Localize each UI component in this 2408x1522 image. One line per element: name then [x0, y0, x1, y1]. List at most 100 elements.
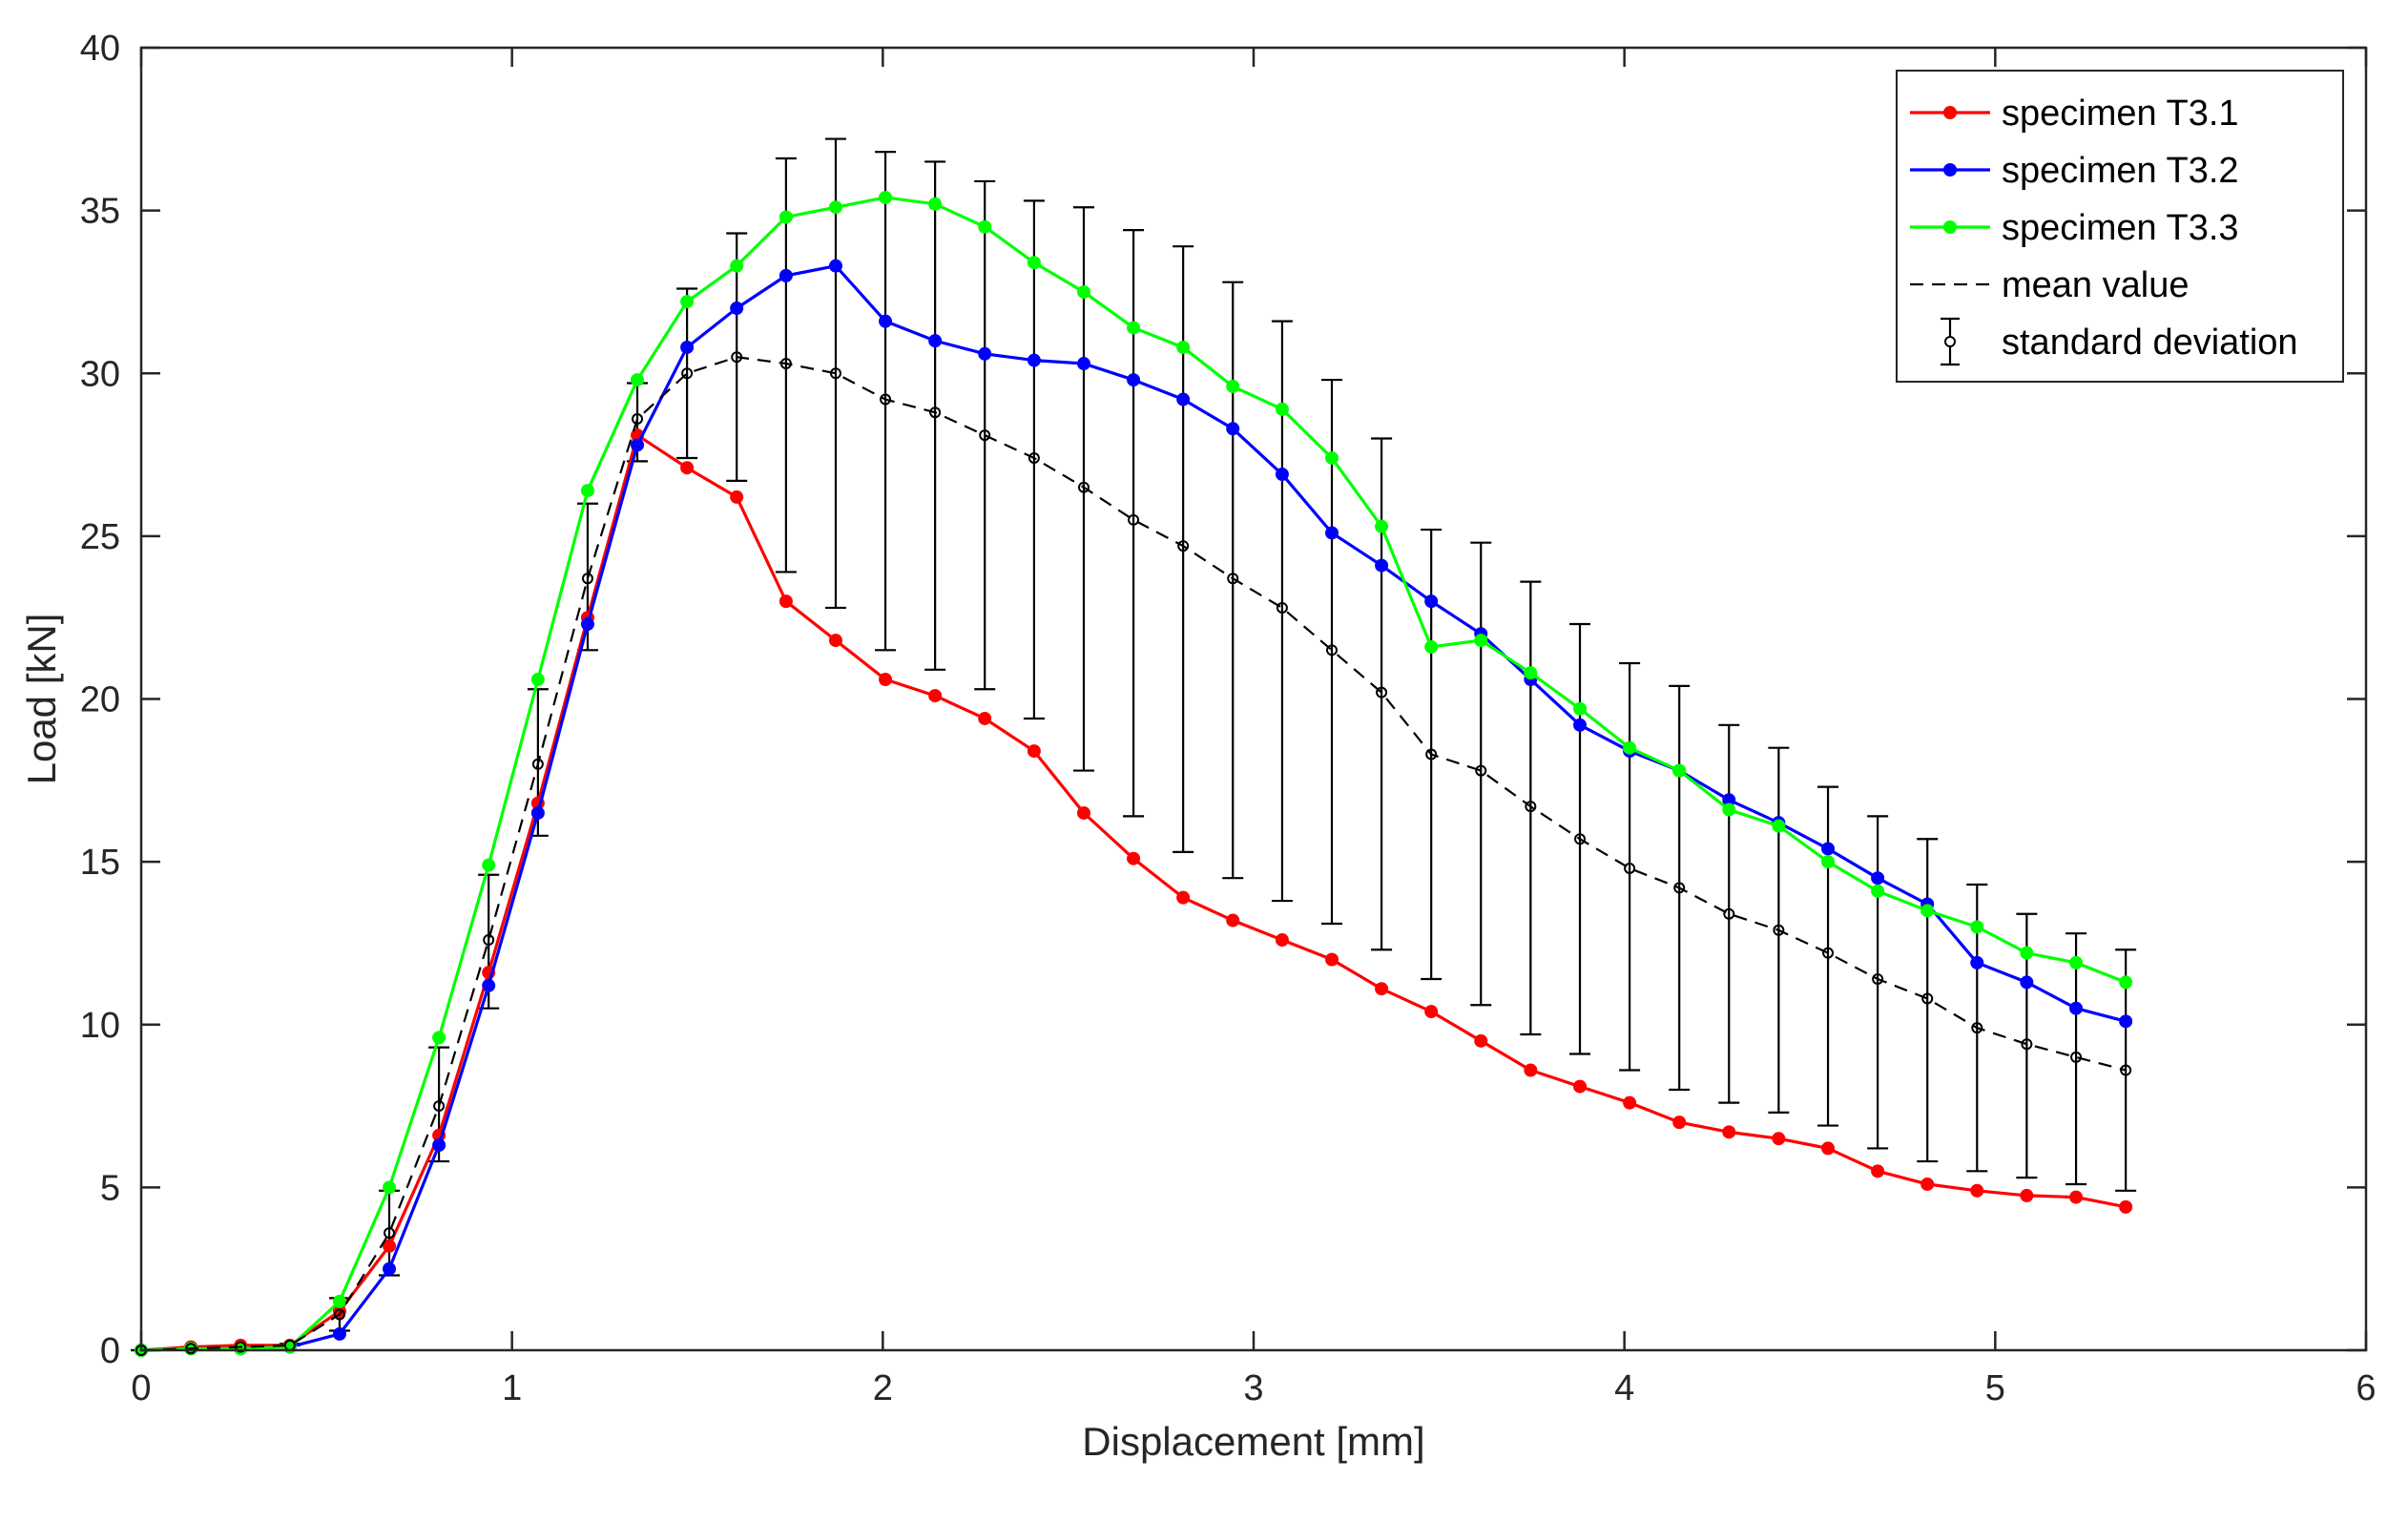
data-point — [432, 1138, 446, 1153]
data-point — [235, 1341, 247, 1353]
data-point — [1872, 972, 1884, 985]
data-point — [2021, 1038, 2033, 1051]
data-point — [580, 617, 594, 632]
data-point — [1275, 468, 1289, 482]
legend-label: standard deviation — [2002, 323, 2298, 363]
y-tick-label: 10 — [80, 1006, 120, 1046]
error-bar — [1023, 199, 1045, 720]
data-point — [1424, 1005, 1439, 1019]
data-point — [384, 1227, 396, 1240]
y-tick-label: 0 — [100, 1331, 120, 1371]
data-point — [879, 190, 893, 204]
data-point — [1672, 763, 1687, 778]
legend-entry: specimen T3.3 — [1910, 208, 2239, 248]
legend-entry: standard deviation — [1941, 317, 2298, 366]
data-point — [185, 1343, 197, 1355]
data-point — [730, 490, 744, 504]
error-bar — [1619, 661, 1641, 1072]
data-point — [880, 393, 892, 406]
data-point — [1772, 1132, 1786, 1146]
y-tick-label: 30 — [80, 354, 120, 394]
data-point — [2020, 975, 2034, 990]
error-bar — [824, 137, 846, 610]
data-point — [928, 197, 943, 211]
data-point — [1028, 451, 1040, 464]
data-point — [1376, 686, 1388, 698]
legend-entry: mean value — [1910, 265, 2189, 305]
data-point — [1722, 1125, 1736, 1139]
data-point — [1226, 379, 1240, 393]
data-point — [730, 259, 744, 273]
data-point — [681, 367, 694, 380]
data-point — [778, 594, 793, 609]
data-point — [383, 1261, 397, 1276]
y-tick-label: 5 — [100, 1168, 120, 1208]
data-point — [1524, 666, 1538, 680]
data-point — [1325, 450, 1339, 465]
data-point — [1226, 913, 1240, 928]
data-point — [680, 461, 695, 475]
data-point — [828, 259, 842, 273]
plot-area — [131, 137, 2137, 1357]
error-bar — [1917, 838, 1939, 1163]
data-point — [632, 413, 644, 426]
data-point — [1871, 871, 1885, 886]
series-mean-value — [135, 351, 2132, 1356]
data-point — [1275, 402, 1289, 416]
data-point — [778, 210, 793, 224]
data-point — [530, 805, 545, 820]
data-point — [433, 1100, 446, 1113]
data-point — [680, 295, 695, 309]
data-point — [1077, 481, 1090, 493]
data-point — [383, 1239, 397, 1253]
error-bar — [1520, 580, 1542, 1036]
data-point — [2120, 1064, 2132, 1076]
y-tick-label: 15 — [80, 843, 120, 883]
legend-swatch-marker — [1944, 336, 1956, 347]
data-point — [581, 573, 593, 585]
y-tick-label: 25 — [80, 517, 120, 557]
legend-label: specimen T3.2 — [2002, 151, 2239, 191]
data-point — [1425, 748, 1438, 761]
data-point — [1027, 744, 1041, 759]
data-point — [1971, 1022, 1983, 1034]
data-point — [1128, 513, 1140, 526]
data-point — [1076, 805, 1090, 820]
x-tick-label: 5 — [1985, 1368, 2005, 1408]
data-point — [1723, 907, 1735, 920]
data-point — [1076, 284, 1090, 299]
data-point — [1574, 833, 1587, 845]
error-bar — [2065, 932, 2087, 1186]
series-specimen-t3-3 — [135, 190, 2133, 1357]
data-point — [929, 407, 942, 419]
error-bar — [1470, 541, 1492, 1007]
data-point — [1970, 1183, 1984, 1198]
data-point — [1871, 1164, 1885, 1178]
data-point — [1176, 890, 1191, 905]
error-bar — [924, 160, 946, 671]
error-bar — [875, 151, 897, 652]
data-point — [979, 429, 991, 442]
data-point — [730, 302, 744, 315]
data-point — [1127, 373, 1141, 387]
error-bar — [1072, 206, 1094, 772]
legend-swatch-marker — [1943, 220, 1957, 234]
data-point — [978, 346, 992, 361]
data-point — [1821, 855, 1836, 869]
data-point — [482, 978, 496, 992]
error-bar — [1271, 320, 1293, 903]
axis-ticks: 0 1 2 3 4 5 6 0 5 10 15 20 25 30 35 40 — [80, 29, 2377, 1408]
data-point — [1325, 526, 1339, 540]
data-point — [1970, 920, 1984, 934]
legend-entry: specimen T3.2 — [1910, 151, 2239, 191]
data-point — [2069, 1001, 2084, 1015]
data-point — [1624, 862, 1636, 874]
legend-label: mean value — [2002, 265, 2189, 305]
y-tick-label: 40 — [80, 29, 120, 69]
error-bar — [1321, 378, 1343, 926]
x-tick-label: 0 — [131, 1368, 151, 1408]
data-point — [978, 711, 992, 725]
data-point — [1275, 933, 1289, 948]
data-point — [1722, 803, 1736, 817]
data-point — [1871, 884, 1885, 898]
